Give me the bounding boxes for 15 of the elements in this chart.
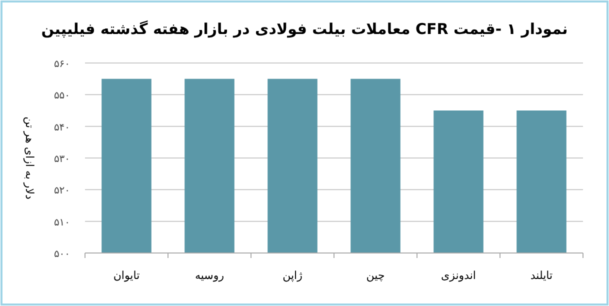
chart-title: نمودار ۱ -قیمت CFR معاملات بیلت فولادی در بازار هفته گذشته فیلیپین [41,20,568,38]
y-axis-title: دلار به ازای هر تن [23,116,36,200]
x-tick-label: چین [366,269,385,282]
y-tick-label: ۵۰۰ [54,249,70,260]
x-tick-label: تایلند [530,269,553,282]
y-tick-label: ۵۳۰ [54,154,70,165]
x-tick-label: ژاپن [282,269,302,282]
y-tick-label: ۵۲۰ [54,186,70,197]
y-tick-label: ۵۶۰ [54,59,70,70]
x-tick-label: اندونزی [441,269,476,282]
y-tick-label: ۵۵۰ [54,90,70,102]
y-tick-label: ۵۴۰ [54,122,70,134]
x-tick-label: روسیه [194,269,224,282]
y-tick-label: ۵۱۰ [54,217,70,228]
x-tick-label: تایوان [113,269,140,282]
